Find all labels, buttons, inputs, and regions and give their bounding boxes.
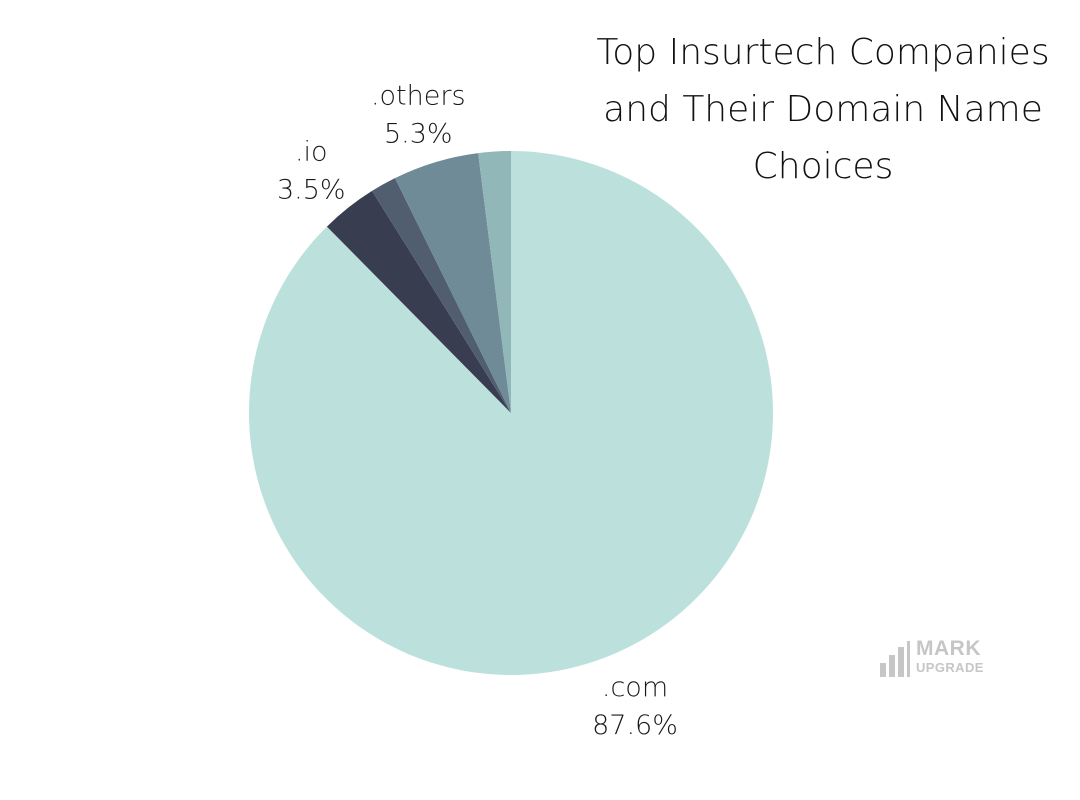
chart-title: Top Insurtech Companies and Their Domain… (578, 24, 1068, 195)
slice-value-com: 87.6% (592, 710, 678, 741)
pie-labels: .com 87.6% .io 3.5% .others 5.3% (277, 81, 678, 741)
bar-chart-icon (878, 641, 912, 677)
slice-label-com: .com (602, 672, 668, 703)
chart-title-line-3: Choices (752, 146, 894, 187)
slice-value-io: 3.5% (277, 174, 346, 205)
chart-title-line-2: and Their Domain Name (603, 89, 1043, 130)
pie-slice-io (326, 190, 511, 413)
watermark-logo: MARK UPGRADE (878, 637, 1008, 679)
pie-slice-others (394, 153, 511, 413)
pie-slice-unlabeled-4 (478, 151, 511, 413)
watermark-line-1: MARK (916, 637, 981, 660)
chart-title-line-1: Top Insurtech Companies (596, 32, 1050, 73)
pie-slices (249, 151, 774, 675)
pie-slice-unlabeled-2 (372, 178, 511, 413)
slice-label-io: .io (295, 136, 328, 167)
slice-value-others: 5.3% (384, 119, 453, 150)
watermark-line-2: UPGRADE (916, 660, 984, 675)
pie-slice-com (249, 151, 774, 675)
slice-label-others: .others (371, 81, 466, 112)
